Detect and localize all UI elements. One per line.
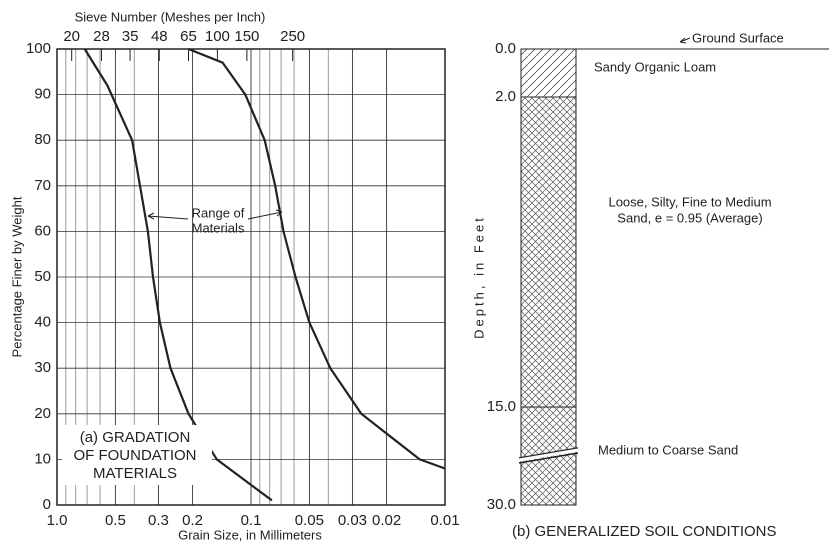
y-tick-label: 90 [34,86,51,103]
x-tick-label: 0.02 [372,512,401,529]
depth-label: 2.0 [495,88,516,105]
y-tick-label: 20 [34,405,51,422]
y-tick-label: 40 [34,314,51,331]
caption-bg [62,425,212,485]
break-gap [518,448,579,462]
y-axis-title: Percentage Finer by Weight [9,196,24,357]
x-tick-label: 1.0 [47,512,68,529]
depth-label: 0.0 [495,40,516,57]
x2-tick-label: 48 [151,28,168,45]
x-tick-label: 0.01 [430,512,459,529]
x-axis-title: Grain Size, in Millimeters [178,527,322,542]
x2-tick-label: 65 [180,28,197,45]
gradation-chart: 25015010065483528200.010.020.030.050.10.… [9,9,459,542]
layer-label: Loose, Silty, Fine to Medium [608,194,771,209]
x2-tick-label: 100 [205,28,230,45]
layer-label: Medium to Coarse Sand [598,442,738,457]
x-tick-label: 0.03 [338,512,367,529]
caption: (b) GENERALIZED SOIL CONDITIONS [512,523,777,540]
x-tick-label: 0.1 [241,512,262,529]
caption: OF FOUNDATION [73,447,196,464]
y-tick-label: 60 [34,222,51,239]
x-tick-label: 0.5 [105,512,126,529]
y-tick-label: 70 [34,177,51,194]
x-tick-label: 0.2 [182,512,203,529]
x2-tick-label: 28 [93,28,110,45]
layer [520,96,577,408]
curve [188,47,446,470]
layer-label: Sandy Organic Loam [594,59,716,74]
depth-label: 15.0 [487,398,516,415]
x-tick-label: 0.05 [295,512,324,529]
plot-frame [56,48,446,506]
layer-label: Sand, e = 0.95 (Average) [617,210,762,225]
y-tick-label: 0 [43,496,51,513]
y-tick-label: 30 [34,359,51,376]
depth-label: 30.0 [487,496,516,513]
break-mark [518,447,579,464]
annotation-arrow [147,209,283,220]
arrow [679,37,691,44]
top-axis-title: Sieve Number (Meshes per Inch) [75,9,266,24]
caption: MATERIALS [93,465,177,482]
annotation: Range of [192,205,245,220]
x-tick-label: 0.3 [148,512,169,529]
y-tick-label: 50 [34,268,51,285]
caption: (a) GRADATION [80,429,191,446]
x2-tick-label: 35 [122,28,139,45]
depth-axis-title: Depth, in Feet [471,215,486,339]
y-tick-label: 80 [34,131,51,148]
ground-surface-label: Ground Surface [692,30,784,45]
layer [520,48,577,98]
annotation: Materials [192,220,245,235]
x2-tick-label: 150 [234,28,259,45]
y-tick-label: 10 [34,450,51,467]
x2-tick-label: 20 [63,28,80,45]
y-tick-label: 100 [26,40,51,57]
soil-profile: Ground Surface 0.0 2.0 15.0 30.0 Depth, … [471,30,829,540]
x2-tick-label: 250 [280,28,305,45]
